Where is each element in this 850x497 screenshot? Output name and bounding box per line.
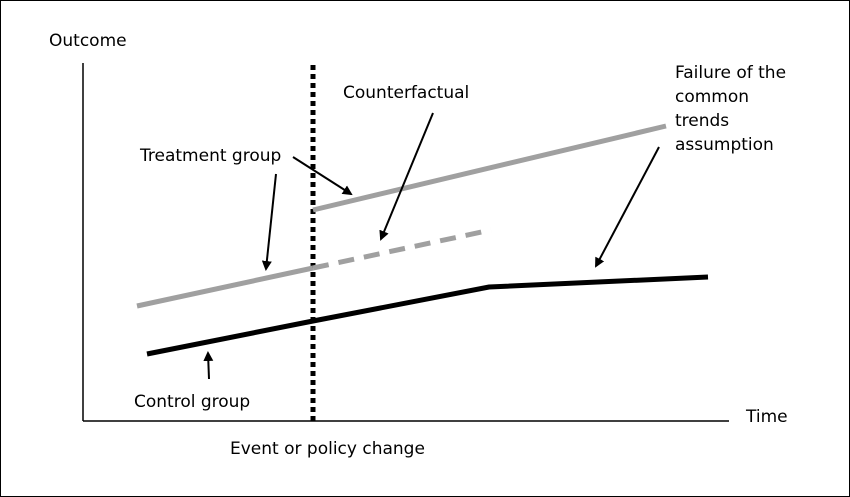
counterfactual-line	[312, 227, 492, 271]
y-axis-label: Outcome	[49, 31, 127, 51]
failure-arrow	[595, 146, 660, 268]
treatment-line-pre	[136, 265, 314, 309]
counterfactual-label: Counterfactual	[343, 83, 470, 103]
counterfactual-arrow	[379, 112, 434, 241]
treatment-line-post	[312, 123, 667, 213]
treatment-group-label: Treatment group	[140, 146, 282, 166]
x-axis-label: Time	[746, 407, 788, 427]
failure-assumption-label: Failure of the common trends assumption	[675, 63, 787, 155]
control-line	[146, 274, 709, 357]
event-label: Event or policy change	[230, 439, 425, 459]
control-arrow	[203, 351, 214, 380]
control-group-label: Control group	[134, 392, 251, 412]
treatment-arrow-upper	[292, 156, 353, 196]
treatment-arrow-lower	[261, 173, 277, 271]
